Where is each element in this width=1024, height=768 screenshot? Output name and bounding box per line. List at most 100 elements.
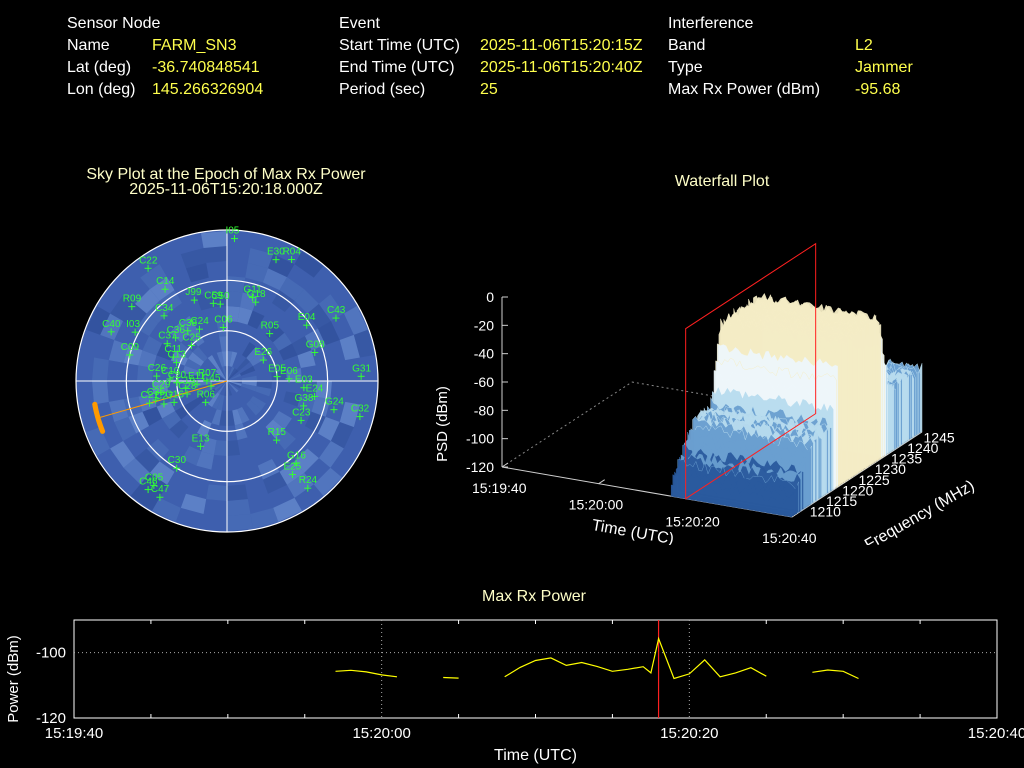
sky-texture-patch — [182, 373, 198, 381]
sky-texture-patch — [227, 381, 242, 389]
sky-texture-patch — [249, 396, 266, 410]
sky-texture-patch — [227, 410, 235, 426]
satellite-label: C23 — [292, 407, 311, 418]
satellite-label: C21 — [141, 390, 160, 401]
sensor-lat-value: -36.740848541 — [152, 59, 260, 76]
psd-tick-label: -60 — [474, 374, 494, 390]
sky-texture-patch — [169, 323, 189, 343]
time-axis-title: Time (UTC) — [590, 517, 675, 545]
sky-texture-patch — [130, 484, 160, 511]
satellite-label: C05 — [145, 472, 164, 483]
satellite-marker: C23 — [292, 407, 311, 424]
satellite-marker: C37 — [158, 331, 177, 348]
sky-texture-patch — [272, 332, 292, 351]
sky-texture-patch — [318, 294, 344, 321]
sky-texture-patch — [156, 401, 176, 419]
satellite-label: G08 — [306, 339, 325, 350]
event-end-value: 2025-11-06T15:20:40Z — [480, 59, 643, 76]
satellite-marker: E13 — [192, 433, 210, 450]
sky-texture-patch — [140, 264, 167, 290]
satellite-marker: E06 — [280, 366, 298, 383]
satellite-marker: R05 — [261, 321, 280, 338]
sky-texture-patch — [236, 358, 250, 372]
sky-texture-patch — [227, 513, 254, 531]
satellite-marker: C27 — [155, 391, 174, 408]
sky-texture-patch — [108, 339, 129, 363]
skyplot-subtitle: 2025-11-06T15:20:18.000Z — [129, 181, 323, 198]
sky-texture-patch — [221, 366, 227, 381]
sky-texture-patch — [217, 381, 227, 394]
sky-texture-patch — [227, 440, 241, 456]
sky-texture-patch — [262, 471, 287, 494]
satellite-marker: G38 — [295, 393, 314, 410]
sky-texture-patch — [278, 343, 298, 361]
satellite-label: C14 — [156, 276, 175, 287]
satellite-label: E30 — [267, 247, 285, 258]
sky-texture-patch — [318, 441, 344, 468]
sky-texture-patch — [255, 386, 272, 397]
satellite-label: C13 — [168, 350, 187, 361]
satellite-label: C37 — [158, 331, 177, 342]
sky-texture-patch — [159, 290, 182, 313]
sky-texture-patch — [196, 451, 214, 470]
freq-tick-label: 1215 — [826, 493, 857, 509]
satellite-marker: I03 — [126, 319, 140, 336]
satellite-label: C38 — [179, 318, 198, 329]
sky-texture-patch — [265, 419, 285, 439]
sky-texture-patch — [246, 346, 262, 362]
sky-texture-patch — [149, 461, 175, 485]
sky-texture-patch — [246, 400, 262, 416]
sky-texture-patch — [110, 294, 136, 321]
power-series-line — [335, 669, 398, 678]
satellite-label: C28 — [178, 381, 197, 392]
sky-texture-patch — [339, 334, 360, 361]
interference-heading: Interference — [668, 15, 754, 32]
sky-texture-patch — [241, 381, 257, 387]
maxrx-title: Max Rx Power — [481, 588, 587, 605]
sky-texture-patch — [212, 373, 227, 381]
sensor-lat-label: Lat (deg) — [67, 59, 132, 76]
satellite-marker: C22 — [139, 255, 158, 272]
y-tick-label: -100 — [36, 645, 66, 662]
satellite-marker: C32 — [351, 404, 370, 421]
max-power-epoch-plane — [685, 242, 817, 500]
sky-texture-patch — [249, 352, 266, 366]
sky-texture-patch — [286, 367, 302, 381]
satellite-label: R05 — [261, 321, 280, 332]
sky-texture-patch — [227, 306, 241, 322]
satellite-label: G16 — [165, 389, 184, 400]
interference-band-label: Band — [668, 37, 706, 54]
satellite-label: R04 — [283, 247, 302, 258]
sky-texture-patch — [146, 438, 170, 462]
event-start-label: Start Time (UTC) — [339, 37, 460, 54]
sky-texture-patch — [234, 423, 248, 441]
sky-texture-patch — [198, 386, 215, 396]
satellite-marker: G16 — [165, 389, 184, 406]
sky-texture-patch — [136, 313, 159, 336]
satellite-marker: C40 — [102, 319, 121, 336]
satellite-label: G24 — [325, 397, 344, 408]
satellite-label: C24 — [190, 316, 209, 327]
satellite-label: C19 — [177, 375, 196, 386]
satellite-marker: E03 — [295, 375, 313, 392]
sky-texture-patch — [142, 406, 163, 426]
satellite-label: E11 — [188, 371, 205, 382]
sky-texture-patch — [135, 448, 160, 473]
interference-panel: Interference Band L2 Type Jammer Max Rx … — [668, 13, 968, 103]
sky-texture-patch — [152, 381, 168, 395]
satellite-label: C20 — [168, 370, 187, 381]
satellite-marker: C20 — [168, 370, 187, 387]
interference-power-value: -95.68 — [855, 81, 901, 98]
sky-texture-patch — [221, 351, 227, 367]
sky-texture-patch — [178, 316, 197, 336]
freq-tick-label: 1235 — [891, 451, 922, 467]
time-tick-label: 15:20:20 — [665, 513, 720, 529]
sky-texture-patch — [339, 401, 360, 428]
satellite-marker: C06 — [214, 314, 233, 331]
sky-texture-patch — [227, 499, 251, 516]
sky-texture-patch — [146, 300, 170, 324]
satellite-marker: R24 — [299, 475, 318, 492]
sensor-node-heading: Sensor Node — [67, 15, 161, 32]
satellite-marker: E24 — [306, 383, 324, 400]
time-tick-label: 15:20:00 — [569, 497, 624, 513]
